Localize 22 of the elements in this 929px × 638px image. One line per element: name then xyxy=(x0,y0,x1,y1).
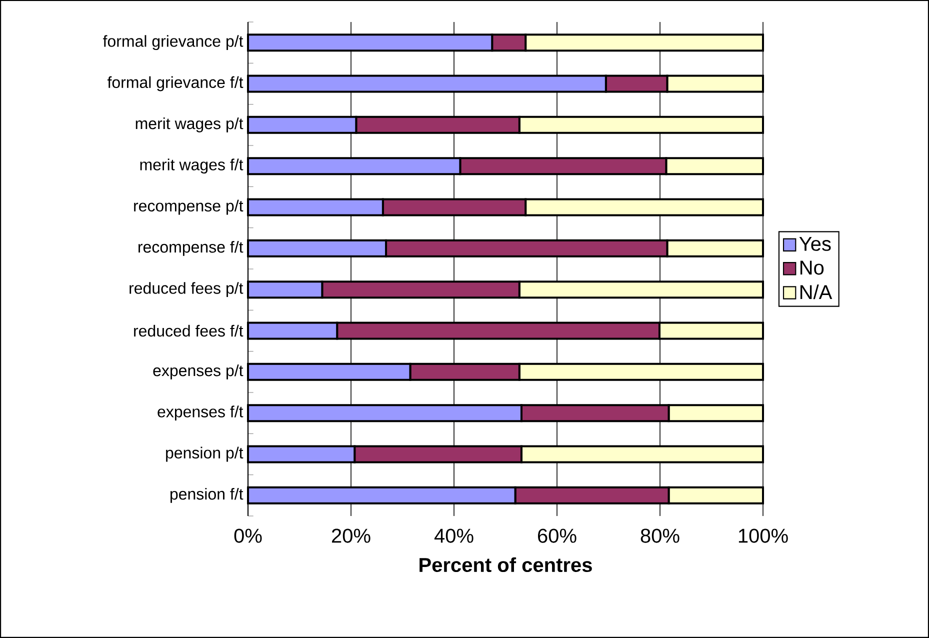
legend-label: N/A xyxy=(800,284,832,300)
y-tick-label: formal grievance p/t xyxy=(103,35,244,50)
y-tick-label: pension p/t xyxy=(166,446,244,462)
legend-label: Yes xyxy=(799,236,831,251)
x-tick-label: 20% xyxy=(332,528,370,543)
y-tick-label: expenses f/t xyxy=(158,406,244,421)
y-tick-label: merit wages f/t xyxy=(140,158,244,174)
x-tick-label: 60% xyxy=(538,528,576,543)
x-tick-label: 40% xyxy=(434,528,474,543)
y-tick-label: reduced fees p/t xyxy=(130,282,244,298)
y-tick-label: expenses p/t xyxy=(153,364,244,380)
x-tick-label: 0% xyxy=(234,528,262,543)
y-tick-label: recompense p/t xyxy=(134,200,244,215)
y-tick-label: formal grievance f/t xyxy=(107,76,244,92)
y-tick-label: pension f/t xyxy=(170,488,244,503)
x-tick-label: 80% xyxy=(640,528,680,543)
y-tick-label: reduced fees f/t xyxy=(134,324,244,337)
legend-label: No xyxy=(800,260,824,275)
y-tick-label: recompense f/t xyxy=(138,240,244,256)
x-tick-label: 100% xyxy=(738,528,788,543)
y-tick-label: merit wages p/t xyxy=(136,117,244,132)
x-axis-title: Percent of centres xyxy=(420,557,592,572)
